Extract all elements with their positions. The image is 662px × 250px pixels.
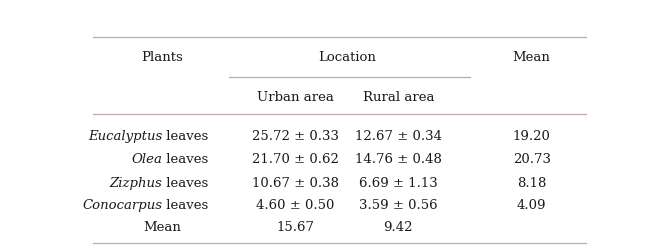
Text: 12.67 ± 0.34: 12.67 ± 0.34: [355, 130, 442, 143]
Text: Conocarpus: Conocarpus: [82, 199, 162, 212]
Text: Mean: Mean: [513, 52, 551, 64]
Text: 25.72 ± 0.33: 25.72 ± 0.33: [252, 130, 339, 143]
Text: 21.70 ± 0.62: 21.70 ± 0.62: [252, 154, 339, 166]
Text: leaves: leaves: [162, 199, 209, 212]
Text: 15.67: 15.67: [277, 221, 314, 234]
Text: 8.18: 8.18: [517, 176, 546, 190]
Text: 6.69 ± 1.13: 6.69 ± 1.13: [359, 176, 438, 190]
Text: 10.67 ± 0.38: 10.67 ± 0.38: [252, 176, 339, 190]
Text: 4.60 ± 0.50: 4.60 ± 0.50: [256, 199, 335, 212]
Text: 14.76 ± 0.48: 14.76 ± 0.48: [355, 154, 442, 166]
Text: Olea: Olea: [131, 154, 162, 166]
Text: Plants: Plants: [142, 52, 183, 64]
Text: 4.09: 4.09: [517, 199, 546, 212]
Text: 3.59 ± 0.56: 3.59 ± 0.56: [359, 199, 438, 212]
Text: Rural area: Rural area: [363, 91, 434, 104]
Text: 19.20: 19.20: [513, 130, 551, 143]
Text: Eucalyptus: Eucalyptus: [88, 130, 162, 143]
Text: leaves: leaves: [162, 130, 209, 143]
Text: leaves: leaves: [162, 154, 209, 166]
Text: Mean: Mean: [144, 221, 181, 234]
Text: 20.73: 20.73: [512, 154, 551, 166]
Text: leaves: leaves: [162, 176, 209, 190]
Text: 9.42: 9.42: [383, 221, 413, 234]
Text: Location: Location: [318, 52, 376, 64]
Text: Urban area: Urban area: [258, 91, 334, 104]
Text: Zizphus: Zizphus: [109, 176, 162, 190]
